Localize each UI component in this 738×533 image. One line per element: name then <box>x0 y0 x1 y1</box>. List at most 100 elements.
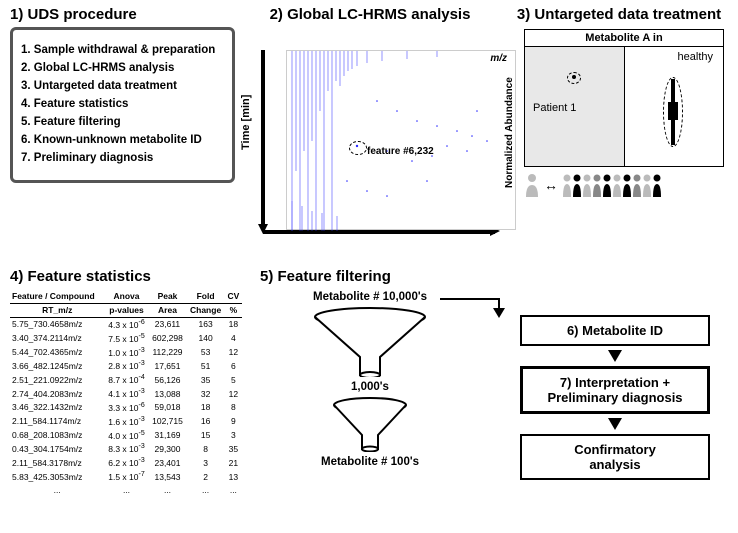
col-rt2: RT_m/z <box>10 303 104 317</box>
cell-fc: 2 <box>186 470 224 484</box>
cell-rt: 2.51_221.0922m/z <box>10 373 104 387</box>
panel-untargeted: 3) Untargeted data treatment Metabolite … <box>510 6 728 197</box>
table-header-1: Feature / Compound Anova Peak Fold CV <box>10 289 242 303</box>
flow-arrow-icon <box>608 350 622 362</box>
table-row: 5.75_730.4658m/z 4.3 x 10-6 23,611 163 1… <box>10 317 242 331</box>
cell-fc: 51 <box>186 359 224 373</box>
cell-fc: 32 <box>186 387 224 401</box>
panel5-title: 5) Feature filtering <box>260 268 480 285</box>
cell-cv: 3 <box>225 428 242 442</box>
table-row: 5.44_702.4365m/z 1.0 x 10-3 112,229 53 1… <box>10 345 242 359</box>
cell-cv: 9 <box>225 414 242 428</box>
panel3-healthy-cell: healthy <box>625 47 724 166</box>
boxc-line1: Confirmatory <box>526 442 704 457</box>
panel-feature-stats: 4) Feature statistics Feature / Compound… <box>10 268 242 496</box>
cell-rt: 5.44_702.4365m/z <box>10 345 104 359</box>
panel1-box: 1. Sample withdrawal & preparation 2. Gl… <box>10 27 235 183</box>
col-rt: Feature / Compound <box>10 289 104 303</box>
cell-pval: 4.3 x 10-6 <box>104 317 148 331</box>
cell-pval: 1.6 x 10-3 <box>104 414 148 428</box>
panel-uds-procedure: 1) UDS procedure 1. Sample withdrawal & … <box>10 6 235 183</box>
table-ellipsis-row: ... ... ... ... ... <box>10 483 242 496</box>
cell-area: 112,229 <box>149 345 187 359</box>
panel3-body: Patient 1 healthy <box>524 47 724 167</box>
interpretation-box: 7) Interpretation + Preliminary diagnosi… <box>520 366 710 414</box>
col-anova: Anova <box>104 289 148 303</box>
cell-fc: 163 <box>186 317 224 331</box>
lc-hrms-plot: m/z feature #6,232 <box>286 50 516 230</box>
table-row: 2.74_404.2083m/z 4.1 x 10-3 13,088 32 12 <box>10 387 242 401</box>
cell-pval: 4.0 x 10-5 <box>104 428 148 442</box>
cell-cv: 8 <box>225 400 242 414</box>
cell-rt: 0.68_208.1083m/z <box>10 428 104 442</box>
p1-item: 4. Feature statistics <box>21 98 224 110</box>
panel2-ylabel: Time [min] <box>240 95 252 150</box>
table-row: 2.51_221.0922m/z 8.7 x 10-4 56,126 35 5 <box>10 373 242 387</box>
ell: ... <box>10 483 104 496</box>
cell-area: 59,018 <box>149 400 187 414</box>
cell-rt: 3.40_374.2114m/z <box>10 331 104 345</box>
box7-line2: Preliminary diagnosis <box>527 390 703 405</box>
p1-item: 7. Preliminary diagnosis <box>21 152 224 164</box>
feature-label: feature #6,232 <box>367 146 434 157</box>
cell-cv: 6 <box>225 359 242 373</box>
y-axis-line <box>261 50 265 230</box>
confirmatory-box: Confirmatory analysis <box>520 434 710 480</box>
cell-rt: 3.66_482.1245m/z <box>10 359 104 373</box>
flow-arrow-icon <box>608 418 622 430</box>
cell-cv: 18 <box>225 317 242 331</box>
cell-pval: 3.3 x 10-6 <box>104 400 148 414</box>
col-fold: Fold <box>186 289 224 303</box>
table-row: 3.40_374.2114m/z 7.5 x 10-5 602,298 140 … <box>10 331 242 345</box>
patient-label: Patient 1 <box>533 102 576 114</box>
cell-area: 602,298 <box>149 331 187 345</box>
col-cv: CV <box>225 289 242 303</box>
table-row: 3.66_482.1245m/z 2.8 x 10-3 17,651 51 6 <box>10 359 242 373</box>
table-header-2: RT_m/z p-values Area Change % <box>10 303 242 317</box>
cell-rt: 2.74_404.2083m/z <box>10 387 104 401</box>
cell-cv: 21 <box>225 456 242 470</box>
patient-dot <box>572 75 576 79</box>
cell-pval: 7.5 x 10-5 <box>104 331 148 345</box>
person-icon <box>524 173 540 197</box>
cell-fc: 35 <box>186 373 224 387</box>
ell: ... <box>186 483 224 496</box>
cell-area: 102,715 <box>149 414 187 428</box>
cell-area: 29,300 <box>149 442 187 456</box>
box6-label: 6) Metabolite ID <box>567 323 663 338</box>
cell-fc: 8 <box>186 442 224 456</box>
panel4-title: 4) Feature statistics <box>10 268 242 285</box>
table-row: 0.68_208.1083m/z 4.0 x 10-5 31,169 15 3 <box>10 428 242 442</box>
cell-rt: 5.75_730.4658m/z <box>10 317 104 331</box>
stats-table: Feature / Compound Anova Peak Fold CV RT… <box>10 289 242 496</box>
feature-marker <box>349 141 367 155</box>
panel-flow: 6) Metabolite ID 7) Interpretation + Pre… <box>510 295 720 480</box>
cell-pval: 8.3 x 10-3 <box>104 442 148 456</box>
table-row: 0.43_304.1754m/z 8.3 x 10-3 29,300 8 35 <box>10 442 242 456</box>
col-anova2: p-values <box>104 303 148 317</box>
filter-top-label: Metabolite # 10,000's <box>260 291 480 303</box>
cell-pval: 6.2 x 10-3 <box>104 456 148 470</box>
p1-item: 1. Sample withdrawal & preparation <box>21 44 224 56</box>
cell-fc: 18 <box>186 400 224 414</box>
box7-line1: 7) Interpretation + <box>527 375 703 390</box>
panel3-ylabel: Normalized Abundance <box>504 77 515 188</box>
p1-item: 6. Known-unknown metabolite ID <box>21 134 224 146</box>
cell-fc: 15 <box>186 428 224 442</box>
funnel-small-icon <box>330 397 410 452</box>
ell: ... <box>149 483 187 496</box>
cell-area: 56,126 <box>149 373 187 387</box>
panel2-xlabel: m/z <box>490 53 507 64</box>
panel3-patient-cell: Patient 1 <box>525 47 625 166</box>
connector-arrow <box>493 308 505 318</box>
cell-pval: 2.8 x 10-3 <box>104 359 148 373</box>
p1-item: 3. Untargeted data treatment <box>21 80 224 92</box>
cell-area: 13,543 <box>149 470 187 484</box>
cell-pval: 1.5 x 10-7 <box>104 470 148 484</box>
cell-cv: 5 <box>225 373 242 387</box>
panel1-title: 1) UDS procedure <box>10 6 235 23</box>
col-peak: Peak <box>149 289 187 303</box>
table-row: 5.83_425.3053m/z 1.5 x 10-7 13,543 2 13 <box>10 470 242 484</box>
cell-cv: 12 <box>225 387 242 401</box>
ell: ... <box>225 483 242 496</box>
